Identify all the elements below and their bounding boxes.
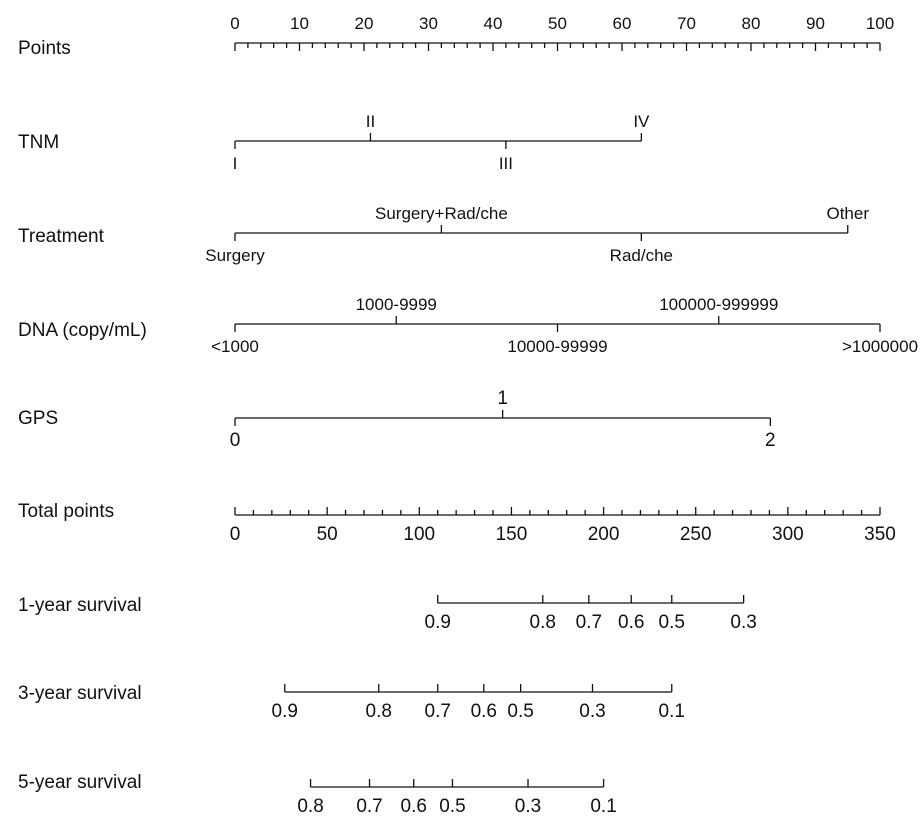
dna-level-label: 10000-99999: [507, 337, 607, 356]
survival-1yr-tick-label: 0.5: [659, 612, 685, 633]
survival-3yr-tick-label: 0.5: [507, 701, 533, 722]
dna-level-label: <1000: [211, 337, 259, 356]
total-points-tick-label: 0: [230, 524, 241, 545]
survival-5yr-tick-label: 0.6: [401, 796, 427, 817]
survival-5yr-tick-label: 0.1: [590, 796, 616, 817]
survival-1yr-tick-label: 0.7: [576, 612, 602, 633]
survival-3yr-tick-label: 0.9: [272, 701, 298, 722]
points-tick-label: 10: [290, 14, 309, 33]
points-tick-label: 50: [548, 14, 567, 33]
survival-1yr-label: 1-year survival: [18, 595, 142, 616]
dna-level-label: 100000-999999: [659, 295, 778, 314]
gps-label: GPS: [18, 408, 58, 429]
total-points-tick-label: 350: [864, 524, 896, 545]
survival-1yr-tick-label: 0.8: [530, 612, 556, 633]
gps-level-label: 2: [765, 430, 776, 451]
survival-3yr-label: 3-year survival: [18, 683, 142, 704]
survival-5yr-tick-label: 0.8: [297, 796, 323, 817]
total-points-tick-label: 300: [772, 524, 804, 545]
gps-level-label: 1: [497, 388, 508, 409]
survival-1yr-tick-label: 0.9: [425, 612, 451, 633]
total-points-tick-label: 150: [496, 524, 528, 545]
total-points-tick-label: 200: [588, 524, 620, 545]
treatment-level-label: Other: [826, 204, 869, 223]
survival-3yr-tick-label: 0.7: [425, 701, 451, 722]
points-tick-label: 60: [613, 14, 632, 33]
points-tick-label: 30: [419, 14, 438, 33]
survival-3yr-tick-label: 0.8: [366, 701, 392, 722]
chart-marks: 0 10 20 30 40 50 60 70 80 90 100IIIIIIIVSurgerySur…: [205, 14, 918, 817]
points-tick-label: 70: [677, 14, 696, 33]
treatment-label: Treatment: [18, 226, 105, 247]
tnm-level-label: II: [366, 112, 375, 131]
total-points-label: Total points: [18, 501, 114, 522]
dna-level-label: 1000-9999: [356, 295, 437, 314]
total-points-tick-label: 250: [680, 524, 712, 545]
survival-5yr-tick-label: 0.7: [356, 796, 382, 817]
tnm-level-label: IV: [633, 112, 650, 131]
gps-level-label: 0: [230, 430, 241, 451]
survival-3yr-tick-label: 0.3: [579, 701, 605, 722]
survival-5yr-tick-label: 0.3: [515, 796, 541, 817]
points-tick-label: 90: [806, 14, 825, 33]
tnm-level-label: III: [499, 154, 513, 173]
points-tick-label: 20: [355, 14, 374, 33]
survival-3yr-tick-label: 0.1: [659, 701, 685, 722]
survival-5yr-tick-label: 0.5: [439, 796, 465, 817]
dna-label: DNA (copy/mL): [18, 320, 147, 341]
survival-1yr-tick-label: 0.6: [618, 612, 644, 633]
treatment-level-label: Rad/che: [610, 246, 673, 265]
points-tick-label: 0: [230, 14, 239, 33]
survival-5yr-label: 5-year survival: [18, 772, 142, 793]
points-tick-label: 100: [866, 14, 894, 33]
points-tick-label: 80: [742, 14, 761, 33]
survival-3yr-tick-label: 0.6: [471, 701, 497, 722]
total-points-tick-label: 50: [317, 524, 338, 545]
treatment-level-label: Surgery+Rad/che: [375, 204, 508, 223]
tnm-level-label: I: [233, 154, 238, 173]
dna-level-label: >1000000: [842, 337, 918, 356]
treatment-level-label: Surgery: [205, 246, 265, 265]
tnm-label: TNM: [18, 132, 59, 153]
points-label: Points: [18, 38, 71, 59]
points-tick-label: 40: [484, 14, 503, 33]
survival-1yr-tick-label: 0.3: [730, 612, 756, 633]
total-points-tick-label: 100: [403, 524, 435, 545]
